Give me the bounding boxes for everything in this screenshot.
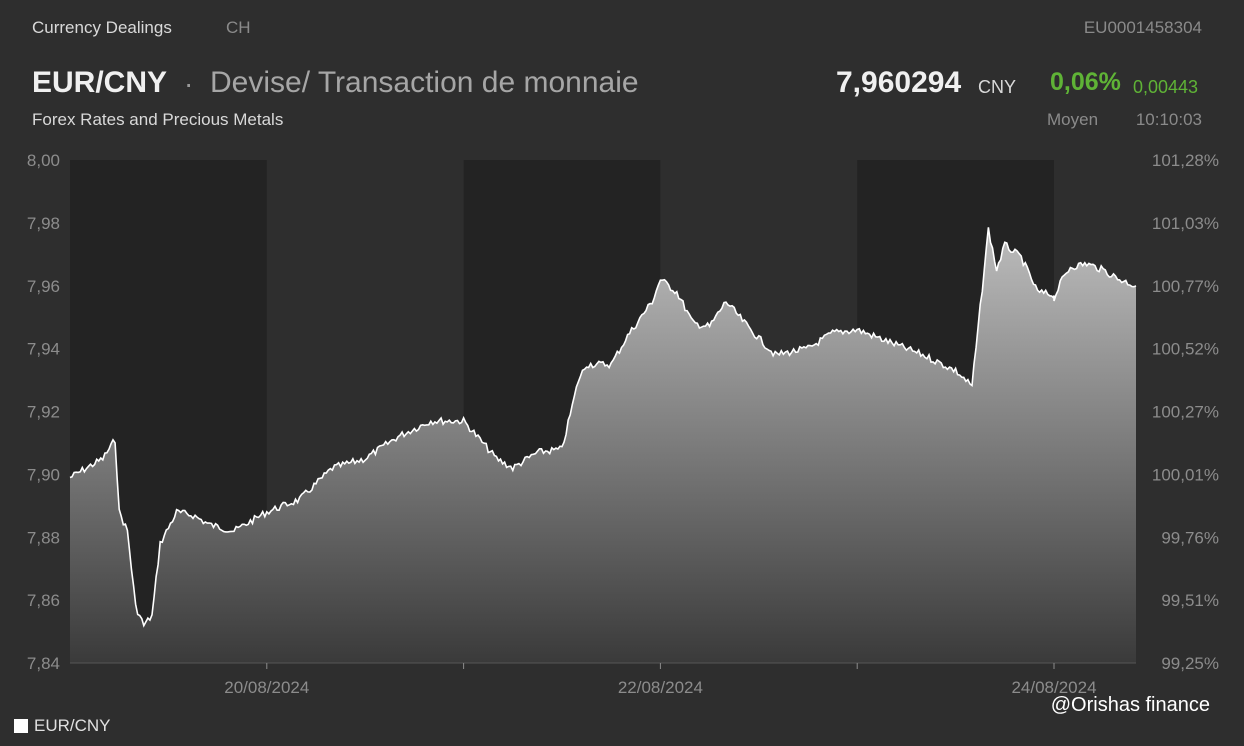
y-axis-right: 101,28% 101,03% 100,77% 100,52% 100,27% 100,0… bbox=[1152, 151, 1219, 673]
area-layer bbox=[69, 227, 1137, 664]
title-separator: · bbox=[184, 68, 194, 99]
price-time: 10:10:03 bbox=[1135, 110, 1202, 129]
change-percent: 0,06% bbox=[1050, 68, 1121, 96]
y-right-tick-label: 101,03% bbox=[1152, 214, 1219, 233]
change-absolute: 0,00443 bbox=[1133, 77, 1199, 97]
y-left-tick-label: 8,00 bbox=[27, 151, 60, 170]
watermark: @Orishas finance bbox=[1050, 694, 1210, 716]
y-left-tick-label: 7,98 bbox=[27, 214, 60, 233]
instrument-description: Devise/ Transaction de monnaie bbox=[210, 66, 639, 99]
y-right-tick-label: 99,76% bbox=[1161, 528, 1219, 547]
y-left-tick-label: 7,90 bbox=[27, 465, 60, 484]
y-left-tick-label: 7,84 bbox=[27, 654, 60, 673]
legend-label: EUR/CNY bbox=[34, 716, 111, 735]
last-price: 7,960294 bbox=[836, 66, 962, 99]
x-axis: 20/08/2024 22/08/2024 24/08/2024 bbox=[224, 663, 1097, 697]
price-type: Moyen bbox=[1047, 110, 1099, 129]
legend[interactable]: EUR/CNY bbox=[14, 716, 111, 736]
y-right-tick-label: 100,27% bbox=[1152, 403, 1219, 422]
y-right-tick-label: 99,51% bbox=[1161, 591, 1219, 610]
x-tick-label: 22/08/2024 bbox=[618, 678, 703, 697]
y-right-tick-label: 99,25% bbox=[1161, 654, 1219, 673]
y-right-tick-label: 101,28% bbox=[1152, 151, 1219, 170]
category-label: Currency Dealings bbox=[32, 18, 172, 37]
y-right-tick-label: 100,52% bbox=[1152, 340, 1219, 359]
y-left-tick-label: 7,92 bbox=[27, 403, 60, 422]
market-subtitle: Forex Rates and Precious Metals bbox=[32, 110, 284, 129]
series-line bbox=[69, 227, 1137, 628]
y-right-tick-label: 100,77% bbox=[1152, 277, 1219, 296]
isin-label: EU0001458304 bbox=[1083, 18, 1202, 37]
y-axis-left: 8,00 7,98 7,96 7,94 7,92 7,90 7,88 7,86 7,84 bbox=[27, 151, 60, 673]
y-right-tick-label: 100,01% bbox=[1152, 465, 1219, 484]
price-currency: CNY bbox=[978, 77, 1017, 97]
y-left-tick-label: 7,96 bbox=[27, 277, 60, 296]
y-left-tick-label: 7,88 bbox=[27, 528, 60, 547]
pair-title: EUR/CNY bbox=[32, 66, 168, 99]
x-tick-label: 24/08/2024 bbox=[1011, 678, 1096, 697]
series-area bbox=[70, 227, 1136, 664]
region-label: CH bbox=[226, 18, 251, 37]
legend-swatch bbox=[14, 719, 28, 733]
x-tick-label: 20/08/2024 bbox=[224, 678, 309, 697]
y-left-tick-label: 7,86 bbox=[27, 591, 60, 610]
y-left-tick-label: 7,94 bbox=[27, 340, 60, 359]
